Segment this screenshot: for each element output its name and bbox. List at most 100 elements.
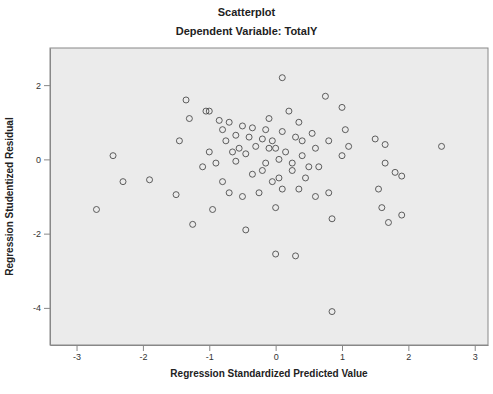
y-tick-label: 0 [36,155,41,165]
point [342,127,348,133]
point [346,143,352,149]
point [303,175,309,181]
point [379,205,385,211]
point [326,138,332,144]
point [276,175,282,181]
point [223,138,229,144]
point [147,177,153,183]
point [220,127,226,133]
point [439,143,445,149]
point [326,190,332,196]
x-tick-label: 1 [340,352,345,362]
title: Scatterplot [218,6,276,18]
point [382,142,388,148]
point [339,153,345,159]
y-tick-mark [44,308,50,309]
point [299,153,305,159]
point [220,179,226,185]
point [306,164,312,170]
points [93,75,444,315]
y-axis-title: Regression Studentized Residual [4,117,15,276]
x-tick-mark [209,345,210,351]
point [293,134,299,140]
point [299,138,305,144]
point [312,145,318,151]
point [243,227,249,233]
point [120,179,126,185]
x-tick-mark [276,345,277,351]
point [243,151,249,157]
x-tick: -2 [139,345,147,362]
point [296,119,302,125]
point [230,149,236,155]
point [329,216,335,222]
x-axis-line [51,345,489,346]
point [322,93,328,99]
y-tick-label: -4 [33,303,41,313]
point [293,253,299,259]
point [233,158,239,164]
point [372,136,378,142]
point [259,136,265,142]
point [253,143,259,149]
point [249,125,255,131]
point [259,168,265,174]
x-tick-label: 3 [473,352,478,362]
x-tick: 3 [473,345,478,362]
point [263,127,269,133]
point [216,117,222,123]
point [276,156,282,162]
point [269,179,275,185]
point [269,138,275,144]
point [200,164,206,170]
point [283,149,289,155]
point [316,164,322,170]
point [239,123,245,129]
point [296,186,302,192]
point [190,221,196,227]
x-tick-mark [475,345,476,351]
point [279,129,285,135]
point [93,206,99,212]
x-tick-label: -1 [206,352,214,362]
point [239,194,245,200]
y-tick: -2 [33,229,50,239]
point [312,194,318,200]
x-tick-mark [342,345,343,351]
point [183,97,189,103]
point [256,190,262,196]
y-tick-label: 2 [36,81,41,91]
point [206,108,212,114]
point [210,206,216,212]
point [289,168,295,174]
point [286,108,292,114]
x-tick: -1 [206,345,214,362]
point [249,171,255,177]
y-tick: -4 [33,303,50,313]
x-tick: 0 [274,345,279,362]
point [279,75,285,81]
y-tick: 0 [36,155,50,165]
x-tick-label: 2 [406,352,411,362]
point [213,160,219,166]
point [273,205,279,211]
y-tick-mark [44,85,50,86]
point [266,145,272,151]
x-tick-mark [408,345,409,351]
x-tick: -3 [73,345,81,362]
x-tick-label: 0 [274,352,279,362]
x-axis-title: Regression Standardized Predicted Value [170,368,368,379]
x-tick: 1 [340,345,345,362]
point [399,212,405,218]
point [173,192,179,198]
x-tick-mark [143,345,144,351]
y-tick-label: -2 [33,229,41,239]
point [382,160,388,166]
chart: ScatterplotDependent Variable: TotalY-3-… [0,0,493,394]
y-axis-line [50,49,51,346]
point [339,104,345,110]
point [110,153,116,159]
y-tick-mark [44,159,50,160]
plot-frame [50,48,488,345]
point [392,169,398,175]
